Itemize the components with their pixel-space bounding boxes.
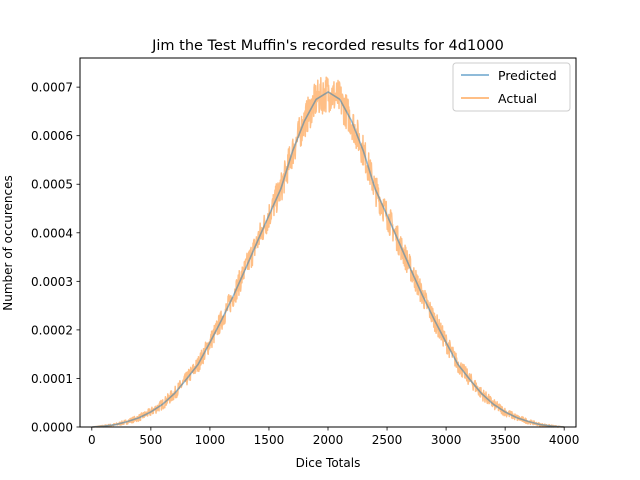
plot-area: 0 500 1000 1500 2000 2500 3000 3500 4000 0.00000… — [31, 57, 579, 447]
series-line-predicted — [92, 91, 565, 428]
x-axis-label: Dice Totals — [296, 456, 361, 470]
y-tick-label: 0.0006 — [31, 129, 73, 143]
y-tick-label: 0.0004 — [31, 226, 73, 240]
x-tick-label: 500 — [139, 433, 162, 447]
y-tick-label: 0.0005 — [31, 178, 73, 192]
series-layer — [91, 76, 565, 428]
x-tick-label: 2000 — [313, 433, 344, 447]
y-tick-label: 0.0001 — [31, 372, 73, 386]
x-tick-label: 1000 — [195, 433, 226, 447]
y-tick-label: 0.0003 — [31, 275, 73, 289]
y-axis-ticks: 0.0000 0.0001 0.0002 0.0003 0.0004 0.0005 0.00… — [31, 81, 80, 435]
x-tick-label: 2500 — [372, 433, 403, 447]
y-tick-label: 0.0002 — [31, 323, 73, 337]
y-axis-label: Number of occurences — [1, 175, 15, 310]
y-tick-label: 0.0000 — [31, 421, 73, 435]
x-axis-ticks: 0 500 1000 1500 2000 2500 3000 3500 4000 — [88, 427, 579, 447]
legend-label-actual: Actual — [498, 91, 537, 106]
legend-label-predicted: Predicted — [498, 68, 557, 83]
x-tick-label: 1500 — [254, 433, 285, 447]
plot-frame — [79, 57, 577, 428]
x-tick-label: 4000 — [549, 433, 580, 447]
x-tick-label: 3500 — [490, 433, 521, 447]
y-tick-label: 0.0007 — [31, 81, 73, 95]
chart-title: Jim the Test Muffin's recorded results f… — [151, 38, 504, 54]
legend: Predicted Actual — [452, 62, 571, 112]
x-tick-label: 3000 — [431, 433, 462, 447]
x-tick-label: 0 — [88, 433, 96, 447]
